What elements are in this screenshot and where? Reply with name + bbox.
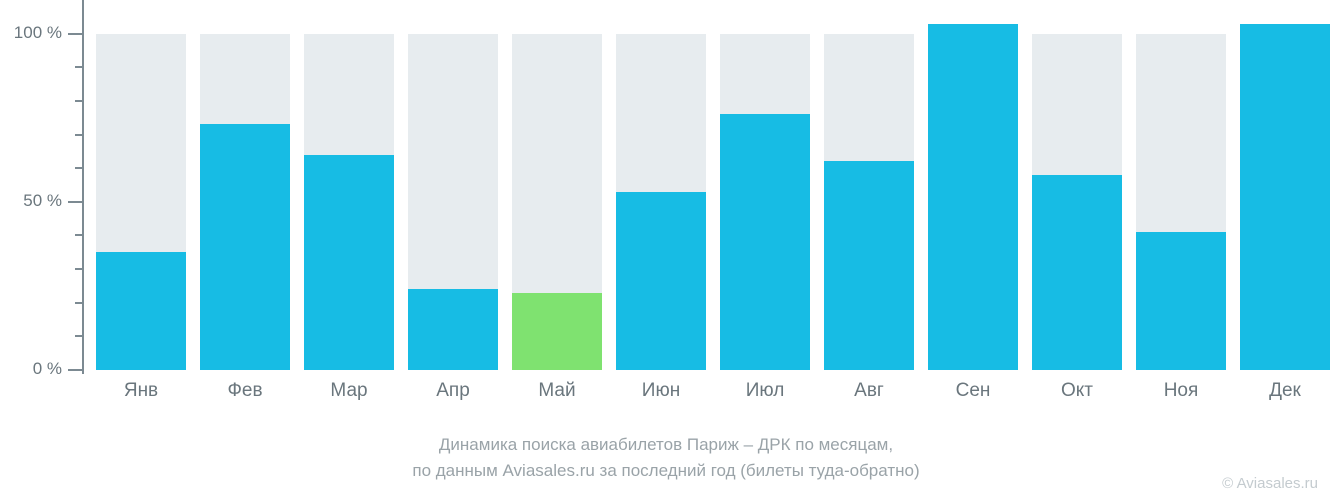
bar-value bbox=[200, 124, 290, 370]
y-tick-major bbox=[68, 33, 82, 35]
bar-value bbox=[720, 114, 810, 370]
x-axis-label: Июл bbox=[720, 380, 810, 402]
bar-value bbox=[616, 192, 706, 370]
x-axis-label: Окт bbox=[1032, 380, 1122, 402]
y-tick-minor bbox=[75, 234, 82, 236]
bar-value bbox=[96, 252, 186, 370]
x-axis-label: Дек bbox=[1240, 380, 1330, 402]
bar-value bbox=[928, 24, 1018, 370]
bar-value bbox=[1136, 232, 1226, 370]
y-tick-major bbox=[68, 369, 82, 371]
bar-column bbox=[1136, 0, 1226, 370]
bar-column bbox=[824, 0, 914, 370]
y-tick-label: 100 % bbox=[14, 23, 62, 43]
watermark: © Aviasales.ru bbox=[1222, 475, 1318, 492]
y-axis: 0 %50 %100 % bbox=[0, 0, 96, 370]
chart-container: 0 % 50 % 100 % Янв Фев Мар Апр Май Июн Июл Авг Сен… bbox=[0, 0, 1332, 502]
bar-column bbox=[928, 0, 1018, 370]
y-tick-minor bbox=[75, 100, 82, 102]
y-tick-major bbox=[68, 201, 82, 203]
x-axis-label: Мар bbox=[304, 380, 394, 402]
bar-value bbox=[408, 289, 498, 370]
bar-value bbox=[824, 161, 914, 370]
caption-line-2: по данным Aviasales.ru за последний год … bbox=[0, 458, 1332, 484]
bar-column bbox=[304, 0, 394, 370]
bar-column bbox=[1032, 0, 1122, 370]
caption-line-1: Динамика поиска авиабилетов Париж – ДРК … bbox=[0, 432, 1332, 458]
bar-column bbox=[408, 0, 498, 370]
bar-column bbox=[1240, 0, 1330, 370]
x-axis-label: Сен bbox=[928, 380, 1018, 402]
x-axis-label: Фев bbox=[200, 380, 290, 402]
x-axis-label: Июн bbox=[616, 380, 706, 402]
chart-caption: Динамика поиска авиабилетов Париж – ДРК … bbox=[0, 432, 1332, 483]
y-tick-minor bbox=[75, 335, 82, 337]
bar-column bbox=[200, 0, 290, 370]
bar-column bbox=[720, 0, 810, 370]
y-axis-line bbox=[82, 0, 84, 374]
y-tick-minor bbox=[75, 268, 82, 270]
bar-value bbox=[512, 293, 602, 370]
bar-value bbox=[1032, 175, 1122, 370]
y-tick-minor bbox=[75, 66, 82, 68]
bar-column bbox=[616, 0, 706, 370]
y-tick-minor bbox=[75, 167, 82, 169]
bar-column bbox=[96, 0, 186, 370]
y-tick-minor bbox=[75, 134, 82, 136]
x-axis-label: Ноя bbox=[1136, 380, 1226, 402]
bar-value bbox=[304, 155, 394, 370]
bar-value bbox=[1240, 24, 1330, 370]
x-axis-label: Авг bbox=[824, 380, 914, 402]
x-axis-label: Апр bbox=[408, 380, 498, 402]
y-tick-minor bbox=[75, 302, 82, 304]
x-axis-labels: Янв Фев Мар Апр Май Июн Июл Авг Сен Окт Ноя Дек bbox=[96, 380, 1330, 402]
bar-column bbox=[512, 0, 602, 370]
x-axis-label: Янв bbox=[96, 380, 186, 402]
y-tick-label: 0 % bbox=[33, 359, 62, 379]
plot-area bbox=[96, 0, 1330, 370]
x-axis-label: Май bbox=[512, 380, 602, 402]
y-tick-label: 50 % bbox=[23, 191, 62, 211]
